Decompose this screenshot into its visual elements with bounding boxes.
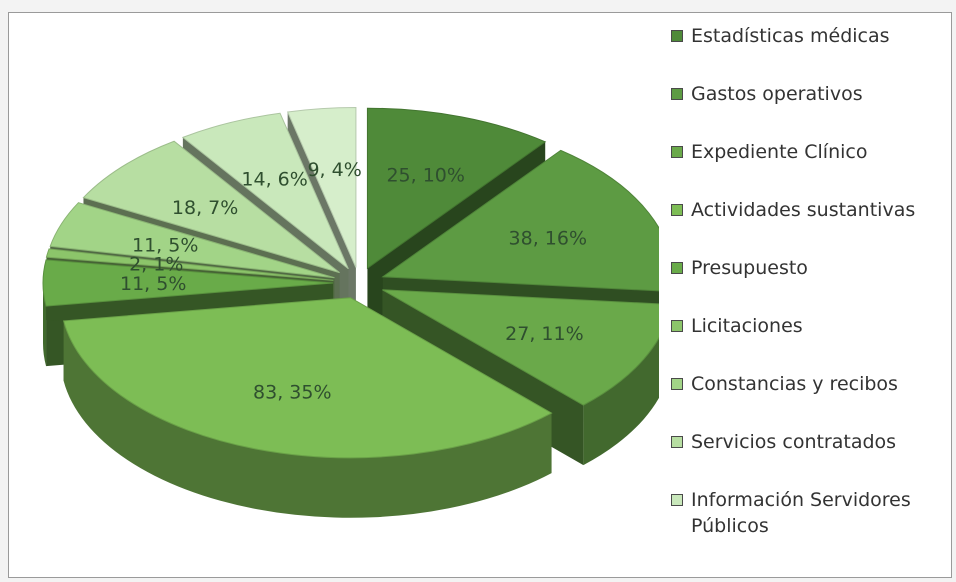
pie-slice xyxy=(366,107,547,270)
pie-slice-label: 11, 5% xyxy=(132,234,198,256)
legend-label: Estadísticas médicas xyxy=(691,25,890,47)
pie-slice xyxy=(382,289,659,406)
legend-item: Licitaciones xyxy=(671,313,951,339)
pie-slice xyxy=(49,202,335,279)
pie-slice xyxy=(45,248,334,281)
pie-slice-label: 18, 7% xyxy=(172,197,238,219)
pie-slice-label: 9, 4% xyxy=(307,159,361,181)
pie-slice xyxy=(381,149,659,292)
pie-slice-label: 27, 11% xyxy=(505,323,584,345)
pie-labels: 25, 10%38, 16%27, 11%83, 35%11, 5%2, 1%1… xyxy=(120,159,587,404)
legend-swatch xyxy=(671,146,683,158)
legend-label: Gastos operativos xyxy=(691,83,863,105)
legend-item: Información Servidores Públicos xyxy=(671,487,951,539)
pie-slice-side xyxy=(583,337,659,466)
legend-item: Estadísticas médicas xyxy=(671,23,951,49)
legend-swatch xyxy=(671,262,683,274)
legend-swatch xyxy=(671,320,683,332)
legend-label: Servicios contratados xyxy=(691,431,897,453)
legend-item: Expediente Clínico xyxy=(671,139,951,165)
legend-label: Información Servidores Públicos xyxy=(691,489,911,537)
legend-item: Servicios contratados xyxy=(671,429,951,455)
pie-slice-side xyxy=(63,320,552,518)
pie-slice-label: 25, 10% xyxy=(386,164,465,186)
legend-swatch xyxy=(671,30,683,42)
pie-slice-label: 11, 5% xyxy=(120,273,186,295)
legend-swatch xyxy=(671,204,683,216)
chart-legend: Estadísticas médicas Gastos operativos Exp… xyxy=(671,23,951,539)
legend-swatch xyxy=(671,494,683,506)
pie-slice xyxy=(286,107,357,268)
legend-label: Licitaciones xyxy=(691,315,803,337)
legend-item: Presupuesto xyxy=(671,255,951,281)
chart-frame: 25, 10% 38, 16% 27, 11% 83, 35% 11, 5% 2, 1% 1… xyxy=(8,12,952,578)
legend-label: Actividades sustantivas xyxy=(691,199,916,221)
pie-slice xyxy=(181,112,349,270)
pie-slice xyxy=(42,259,334,307)
pie-slice-label: 2, 1% xyxy=(129,253,183,275)
legend-swatch xyxy=(671,88,683,100)
pie-tops xyxy=(42,107,659,459)
pie-slice-label: 83, 35% xyxy=(253,382,332,404)
legend-label: Constancias y recibos xyxy=(691,373,898,395)
legend-item: Actividades sustantivas xyxy=(671,197,951,223)
pie-slice xyxy=(82,140,340,274)
legend-swatch xyxy=(671,436,683,448)
pie-slice-label: 38, 16% xyxy=(509,227,588,249)
legend-swatch xyxy=(671,378,683,390)
legend-label: Presupuesto xyxy=(691,257,808,279)
legend-label: Expediente Clínico xyxy=(691,141,868,163)
legend-item: Constancias y recibos xyxy=(671,371,951,397)
pie-slice xyxy=(62,297,553,459)
pie-slice-label: 14, 6% xyxy=(241,168,307,190)
pie-chart: 25, 10%38, 16%27, 11%83, 35%11, 5%2, 1%1… xyxy=(42,107,659,518)
legend-item: Gastos operativos xyxy=(671,81,951,107)
